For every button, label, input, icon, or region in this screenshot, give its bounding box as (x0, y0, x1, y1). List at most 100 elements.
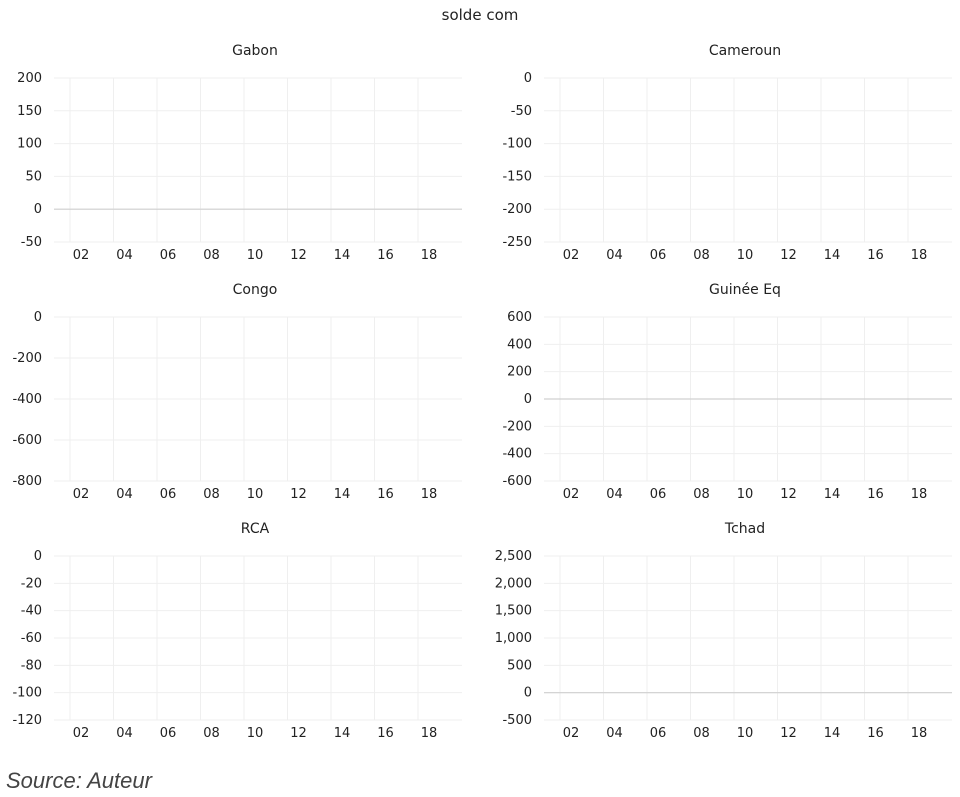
panel-tchad: Tchad 2,500 2,000 1,500 1,000 500 0 -500 02 04 06 0… (495, 521, 952, 741)
y-tick-label: 50 (25, 169, 42, 184)
y-tick-label: -600 (12, 433, 42, 448)
y-tick-label: 0 (524, 686, 532, 701)
panel-title: RCA (241, 521, 270, 537)
x-tick-label: 10 (737, 248, 754, 263)
x-tick-label: 04 (606, 248, 623, 263)
x-tick-label: 12 (290, 726, 307, 741)
x-tick-label: 14 (824, 248, 841, 263)
x-tick-label: 10 (737, 726, 754, 741)
x-tick-label: 02 (563, 726, 580, 741)
y-tick-label: -400 (12, 392, 42, 407)
panel-title: Congo (233, 282, 278, 298)
y-tick-label: 200 (507, 365, 532, 380)
x-tick-label: 06 (650, 487, 667, 502)
x-tick-label: 04 (116, 248, 133, 263)
y-tick-label: -600 (502, 474, 532, 489)
y-tick-label: 400 (507, 337, 532, 352)
x-tick-label: 04 (116, 726, 133, 741)
y-tick-label: 1,500 (495, 604, 532, 619)
x-tick-label: 06 (650, 726, 667, 741)
y-tick-label: 0 (34, 310, 42, 325)
x-tick-label: 06 (160, 248, 177, 263)
x-tick-label: 06 (160, 726, 177, 741)
y-tick-label: 500 (507, 658, 532, 673)
y-tick-label: -20 (21, 576, 42, 591)
x-tick-label: 12 (780, 487, 797, 502)
y-tick-label: -100 (12, 686, 42, 701)
y-tick-label: -400 (502, 447, 532, 462)
x-tick-label: 06 (650, 248, 667, 263)
x-tick-label: 14 (824, 487, 841, 502)
x-tick-label: 04 (606, 487, 623, 502)
y-tick-label: 100 (17, 137, 42, 152)
y-tick-label: 1,000 (495, 631, 532, 646)
panel-rca: RCA 0 -20 -40 -60 -80 -100 -120 02 04 06 08 10 12 14 16… (12, 521, 462, 741)
x-tick-label: 12 (290, 248, 307, 263)
x-tick-label: 18 (911, 726, 928, 741)
y-tick-label: 0 (524, 71, 532, 86)
x-tick-label: 18 (421, 487, 438, 502)
y-tick-label: -60 (21, 631, 42, 646)
x-tick-label: 10 (247, 726, 264, 741)
x-tick-label: 18 (911, 487, 928, 502)
panel-congo: Congo 0 -200 -400 -600 -800 02 04 06 08 10 12 14 16 18 (12, 282, 462, 502)
y-tick-label: 0 (34, 549, 42, 564)
x-tick-label: 12 (780, 726, 797, 741)
x-tick-label: 02 (563, 487, 580, 502)
x-tick-label: 08 (203, 726, 220, 741)
x-tick-label: 10 (737, 487, 754, 502)
panel-gabon: Gabon 200 150 100 50 0 -50 02 04 06 08 10 12 14 16 18 (17, 43, 462, 263)
x-tick-label: 14 (334, 487, 351, 502)
panel-cameroun: Cameroun 0 -50 -100 -150 -200 -250 02 04 06 08 10 12… (502, 43, 952, 263)
x-tick-label: 16 (377, 487, 394, 502)
y-tick-label: -200 (502, 202, 532, 217)
x-tick-label: 02 (73, 487, 90, 502)
y-tick-label: 150 (17, 104, 42, 119)
x-tick-label: 16 (867, 726, 884, 741)
y-tick-label: 0 (34, 202, 42, 217)
x-tick-label: 08 (693, 726, 710, 741)
panel-title: Cameroun (709, 43, 781, 59)
y-tick-label: -120 (12, 713, 42, 728)
panel-title: Guinée Eq (709, 282, 781, 298)
x-tick-label: 12 (780, 248, 797, 263)
y-tick-label: -800 (12, 474, 42, 489)
x-tick-label: 08 (203, 487, 220, 502)
x-tick-label: 02 (73, 726, 90, 741)
x-tick-label: 10 (247, 248, 264, 263)
x-tick-label: 16 (867, 248, 884, 263)
x-tick-label: 04 (606, 726, 623, 741)
x-tick-label: 06 (160, 487, 177, 502)
y-tick-label: 200 (17, 71, 42, 86)
y-tick-label: -150 (502, 169, 532, 184)
x-tick-label: 10 (247, 487, 264, 502)
x-tick-label: 16 (377, 726, 394, 741)
x-tick-label: 08 (693, 248, 710, 263)
y-tick-label: -100 (502, 137, 532, 152)
y-tick-label: 2,500 (495, 549, 532, 564)
y-tick-label: 600 (507, 310, 532, 325)
figure-title: solde com (441, 6, 519, 24)
y-tick-label: -50 (511, 104, 532, 119)
y-tick-label: -500 (502, 713, 532, 728)
x-tick-label: 04 (116, 487, 133, 502)
y-tick-label: -80 (21, 658, 42, 673)
source-caption: Source: Auteur (6, 768, 152, 793)
panel-title: Tchad (724, 521, 765, 537)
x-tick-label: 14 (334, 726, 351, 741)
x-tick-label: 08 (203, 248, 220, 263)
x-tick-label: 14 (824, 726, 841, 741)
y-tick-label: 0 (524, 392, 532, 407)
y-tick-label: 2,000 (495, 576, 532, 591)
y-tick-label: -40 (21, 604, 42, 619)
x-tick-label: 18 (911, 248, 928, 263)
x-tick-label: 08 (693, 487, 710, 502)
x-tick-label: 18 (421, 248, 438, 263)
y-tick-label: -200 (12, 351, 42, 366)
x-tick-label: 14 (334, 248, 351, 263)
x-tick-label: 12 (290, 487, 307, 502)
x-tick-label: 18 (421, 726, 438, 741)
x-tick-label: 02 (73, 248, 90, 263)
panel-guinée-eq: Guinée Eq 600 400 200 0 -200 -400 -600 02 04 06 08 1… (502, 282, 952, 502)
